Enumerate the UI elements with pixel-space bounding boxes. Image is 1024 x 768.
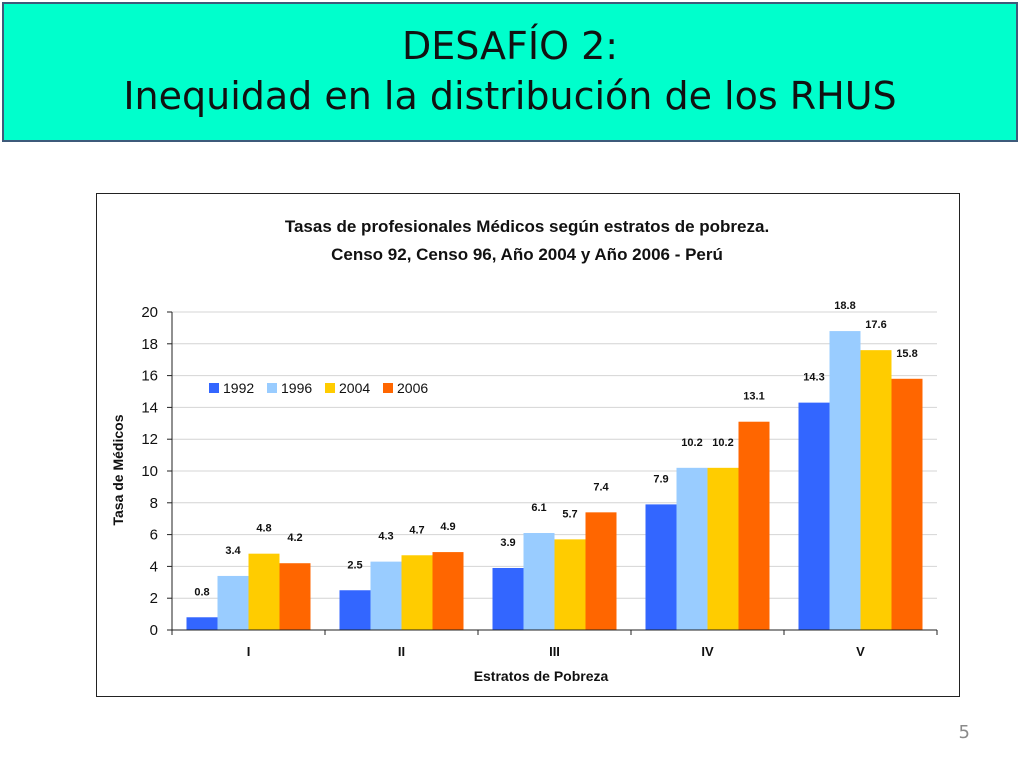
- bar: [829, 331, 861, 630]
- data-label: 15.8: [896, 348, 917, 360]
- bar: [585, 512, 617, 630]
- chart-subtitle: Censo 92, Censo 96, Año 2004 y Año 2006 …: [331, 245, 723, 264]
- bar: [523, 533, 555, 630]
- data-label: 17.6: [865, 319, 886, 331]
- data-label: 10.2: [681, 437, 702, 449]
- y-tick-label: 8: [150, 495, 158, 512]
- y-tick-label: 16: [141, 368, 158, 385]
- bar: [339, 590, 371, 630]
- data-label: 7.4: [593, 481, 609, 493]
- legend-label: 2006: [397, 380, 428, 396]
- x-tick-label: V: [856, 644, 865, 659]
- legend-swatch: [383, 383, 393, 393]
- data-label: 3.4: [225, 545, 241, 557]
- data-label: 4.7: [409, 524, 424, 536]
- bar: [798, 402, 830, 630]
- data-label: 6.1: [531, 502, 546, 514]
- slide-title-box: DESAFÍO 2: Inequidad en la distribución …: [2, 2, 1018, 142]
- y-tick-label: 20: [141, 304, 158, 321]
- data-label: 4.8: [256, 523, 271, 535]
- y-tick-label: 6: [150, 527, 158, 544]
- data-label: 0.8: [194, 586, 209, 598]
- data-label: 7.9: [653, 473, 668, 485]
- bar: [186, 617, 218, 630]
- x-tick-label: III: [549, 644, 560, 659]
- data-label: 14.3: [803, 372, 824, 384]
- bar-chart: Tasas de profesionales Médicos según est…: [110, 217, 938, 684]
- bar: [492, 567, 524, 630]
- data-label: 3.9: [500, 537, 515, 549]
- y-tick-label: 10: [141, 463, 158, 480]
- legend-swatch: [209, 383, 219, 393]
- legend-label: 1996: [281, 380, 312, 396]
- data-label: 4.3: [378, 531, 393, 543]
- bar: [738, 421, 770, 630]
- y-tick-label: 14: [141, 399, 158, 416]
- x-tick-label: I: [247, 644, 251, 659]
- slide-subtitle: Inequidad en la distribución de los RHUS: [123, 74, 897, 118]
- data-label: 4.9: [440, 521, 455, 533]
- data-label: 10.2: [712, 437, 733, 449]
- y-axis-title: Tasa de Médicos: [110, 414, 126, 525]
- y-tick-label: 0: [150, 622, 158, 639]
- bar: [432, 552, 464, 630]
- data-label: 2.5: [347, 559, 362, 571]
- bar: [279, 563, 311, 630]
- bar: [401, 555, 433, 630]
- x-axis-title: Estratos de Pobreza: [474, 668, 609, 684]
- chart-frame: Tasas de profesionales Médicos según est…: [96, 193, 960, 697]
- data-label: 5.7: [562, 508, 577, 520]
- legend-swatch: [325, 383, 335, 393]
- bar: [676, 467, 708, 630]
- chart-legend: 1992 1996 2004 2006: [209, 380, 428, 396]
- bar: [370, 561, 402, 630]
- legend-label: 1992: [223, 380, 254, 396]
- x-tick-label: II: [398, 644, 405, 659]
- bar: [891, 378, 923, 630]
- legend-swatch: [267, 383, 277, 393]
- slide-title: DESAFÍO 2:: [401, 24, 619, 68]
- data-label: 13.1: [743, 391, 764, 403]
- y-tick-label: 12: [141, 431, 158, 448]
- x-tick-label: IV: [701, 644, 714, 659]
- y-tick-label: 18: [141, 336, 158, 353]
- label-layer: 0.8 3.4 4.8 4.2 2.5 4.3 4.7 4.9 3.9 6.1 5.7 7.4 7.9 1…: [194, 300, 917, 598]
- bar: [217, 575, 249, 630]
- y-tick-label: 4: [150, 558, 158, 575]
- bar: [860, 350, 892, 630]
- bar: [645, 504, 677, 630]
- y-tick-label: 2: [150, 590, 158, 607]
- data-label: 18.8: [834, 300, 855, 312]
- bar: [707, 467, 739, 630]
- bar: [248, 553, 280, 630]
- page-number: 5: [958, 722, 970, 743]
- bar: [554, 539, 586, 630]
- bar-layer: [186, 331, 923, 630]
- legend-label: 2004: [339, 380, 370, 396]
- chart-title: Tasas de profesionales Médicos según est…: [285, 217, 769, 236]
- data-label: 4.2: [287, 532, 302, 544]
